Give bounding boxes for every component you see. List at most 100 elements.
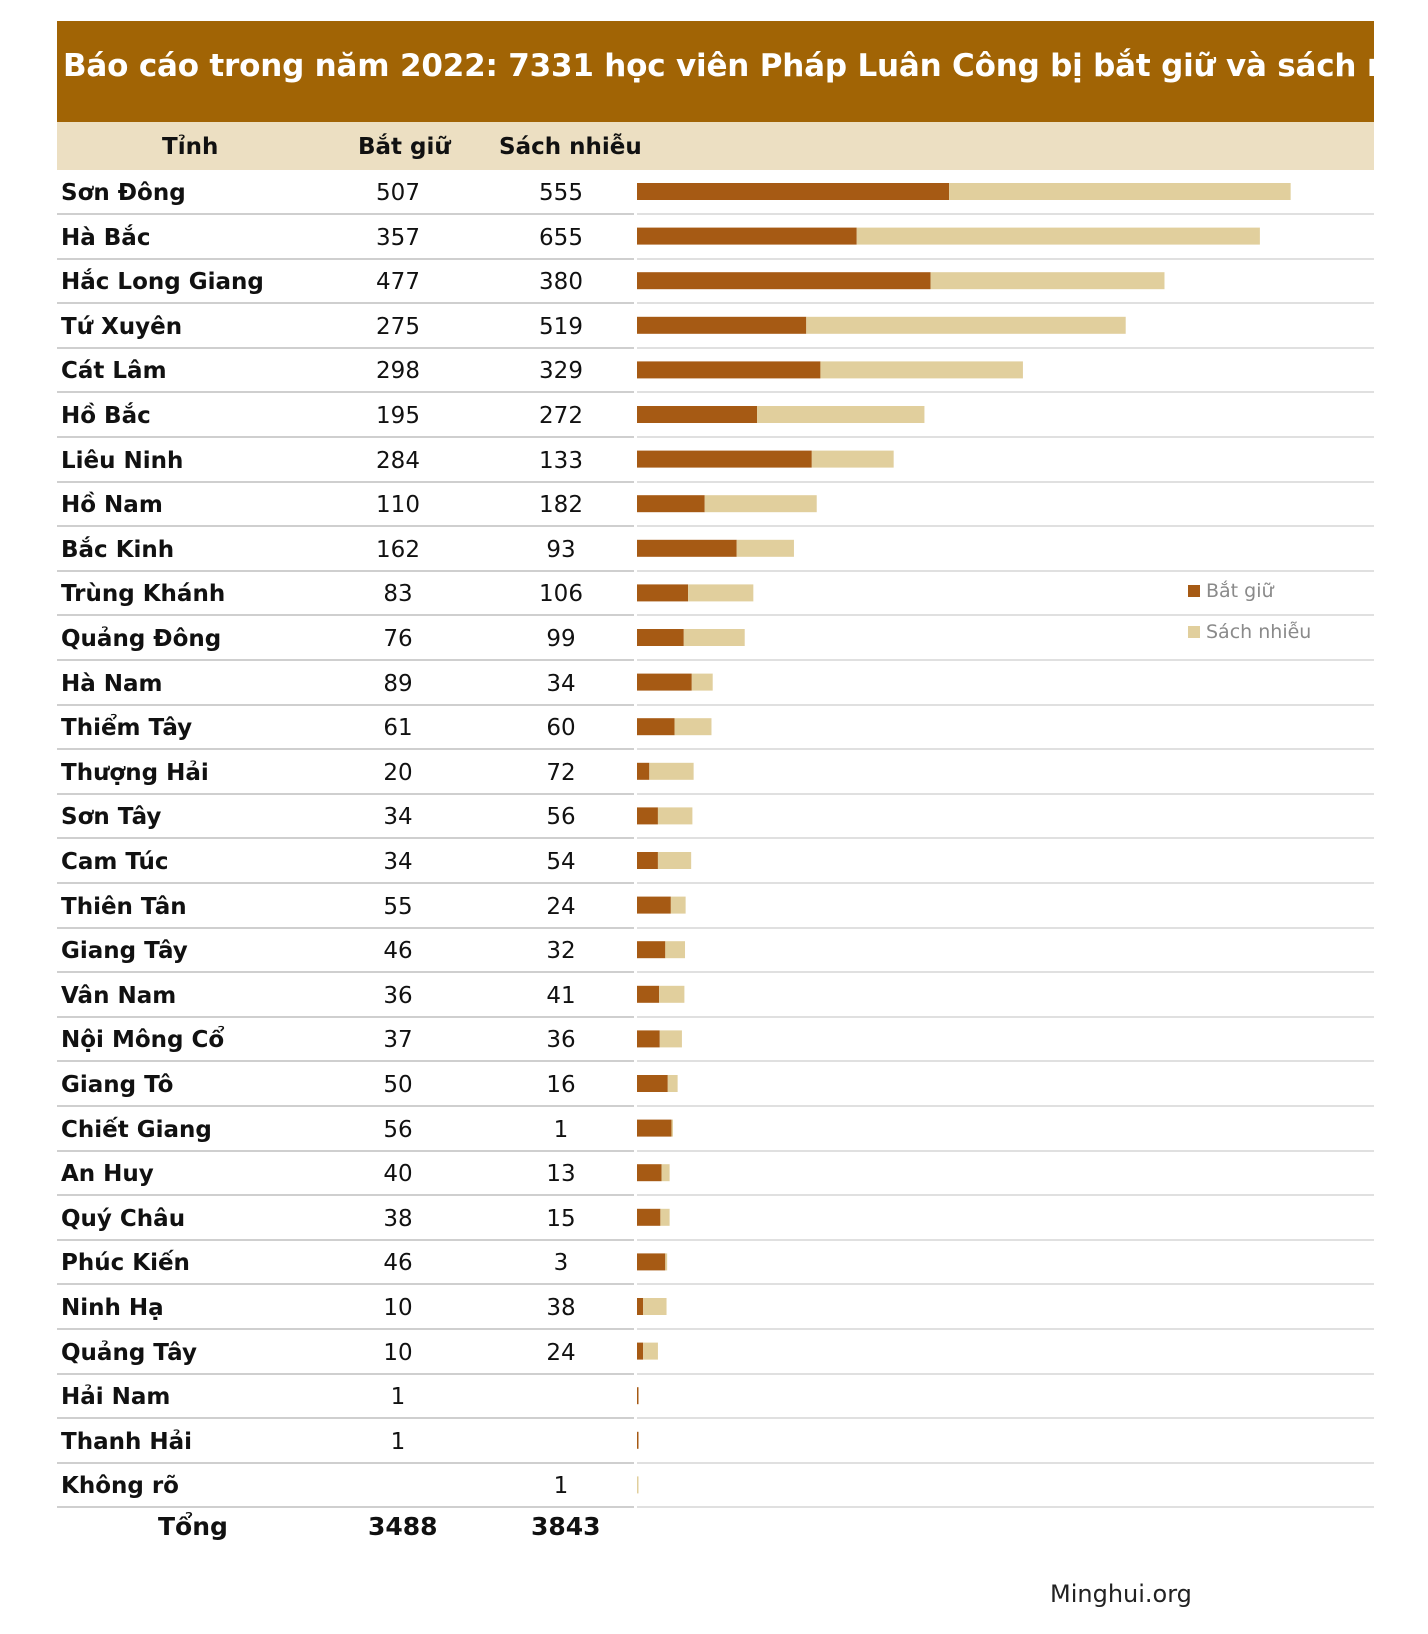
row-harassed: 655 [539, 224, 583, 251]
row-divider [57, 659, 634, 661]
bar-harassed [665, 1253, 668, 1271]
chart-row-divider [637, 257, 1374, 260]
legend-arrested-swatch [1188, 585, 1200, 597]
table-row: An Huy 40 13 [0, 1151, 1428, 1197]
table-row: Chiết Giang 56 1 [0, 1107, 1428, 1152]
row-arrested: 61 [383, 715, 413, 742]
row-harassed: 106 [539, 581, 583, 608]
row-arrested: 477 [376, 269, 420, 296]
row-divider [57, 1060, 634, 1063]
row-arrested: 10 [383, 1339, 413, 1366]
bar-harassed [657, 807, 693, 825]
row-province: Chiết Giang [61, 1116, 212, 1143]
row-divider [57, 302, 634, 305]
bar-arrested [637, 807, 658, 825]
bar-harassed [671, 1119, 673, 1137]
legend-arrested: Bắt giữ [1188, 580, 1274, 602]
chart-row-divider [637, 1417, 1374, 1420]
chart-row-divider [637, 436, 1374, 438]
bar-arrested [637, 183, 950, 200]
row-province: Hồ Bắc [61, 403, 151, 429]
bar-arrested [637, 941, 666, 959]
row-province: Thiểm Tây [61, 715, 193, 742]
row-province: Tứ Xuyên [61, 313, 183, 340]
bar-harassed [657, 852, 692, 869]
table-header: Tỉnh Bắt giữ Sách nhiễu [57, 122, 1374, 170]
chart-row-divider [637, 659, 1374, 661]
bar-arrested [637, 629, 684, 646]
row-harassed: 41 [546, 982, 576, 1009]
row-harassed: 60 [546, 715, 576, 742]
row-arrested: 36 [383, 982, 413, 1009]
bar-arrested [637, 1253, 666, 1271]
table-row: Hà Nam 89 34 [0, 661, 1428, 706]
bar-harassed [659, 1030, 682, 1048]
row-arrested: 89 [383, 670, 413, 697]
bar-harassed [637, 1476, 639, 1494]
row-arrested: 34 [383, 849, 413, 875]
bar-arrested [637, 361, 821, 379]
row-arrested: 110 [376, 492, 420, 519]
row-divider [57, 569, 634, 572]
row-harassed: 34 [546, 670, 576, 697]
bar-arrested [637, 272, 931, 290]
row-divider [57, 213, 634, 215]
row-harassed: 519 [539, 313, 583, 340]
table-row: Thanh Hải 1 [0, 1419, 1428, 1464]
row-divider [57, 1506, 634, 1509]
row-divider [57, 257, 634, 260]
table-row: Thượng Hải 20 72 [0, 750, 1428, 795]
header-province: Tỉnh [162, 134, 219, 160]
row-harassed: 93 [546, 536, 576, 563]
bar-harassed [704, 495, 817, 513]
bar-arrested [637, 1431, 639, 1449]
bar-arrested [637, 495, 705, 513]
row-province: Thượng Hải [61, 759, 209, 786]
chart-row-divider [637, 1105, 1374, 1107]
row-arrested: 507 [376, 180, 420, 206]
bar-arrested [637, 1342, 644, 1360]
row-arrested: 357 [376, 224, 420, 251]
bar-harassed [643, 1298, 667, 1315]
row-province: Hà Nam [61, 670, 163, 697]
bar-arrested [637, 985, 660, 1003]
row-divider [57, 1372, 634, 1375]
row-divider [57, 926, 634, 929]
bar-harassed [649, 762, 694, 780]
bar-harassed [660, 1208, 670, 1226]
total-arrested: 3488 [368, 1512, 438, 1541]
bar-arrested [637, 1119, 672, 1137]
bar-arrested [637, 539, 737, 557]
row-harassed: 56 [546, 804, 576, 831]
row-harassed: 15 [546, 1205, 576, 1232]
row-divider [57, 837, 634, 840]
row-arrested: 1 [390, 1428, 406, 1455]
bar-arrested [637, 718, 675, 736]
row-arrested: 46 [383, 938, 413, 965]
row-harassed: 1 [553, 1473, 569, 1500]
bar-harassed [683, 629, 745, 646]
row-arrested: 37 [383, 1027, 413, 1054]
chart-row-divider [637, 748, 1374, 751]
chart-row-divider [637, 971, 1374, 974]
table-row: Hà Bắc 357 655 [0, 215, 1428, 260]
chart-row-divider [637, 525, 1374, 528]
chart-row-divider [637, 1461, 1374, 1464]
chart-row-divider [637, 1238, 1374, 1241]
bar-arrested [637, 762, 650, 780]
row-divider [57, 1149, 634, 1152]
row-province: Phúc Kiến [61, 1250, 190, 1277]
row-province: Cát Lâm [61, 358, 167, 385]
legend-harassed-label: Sách nhiễu [1206, 621, 1312, 643]
row-arrested: 34 [383, 804, 413, 831]
row-province: Thiên Tân [61, 893, 187, 920]
row-divider [57, 1015, 634, 1018]
row-divider [57, 971, 634, 974]
row-divider [57, 1461, 634, 1464]
row-arrested: 46 [383, 1250, 413, 1277]
row-harassed: 24 [546, 893, 576, 920]
table-row: Sơn Đông 507 555 [0, 170, 1428, 215]
chart-row-divider [637, 346, 1374, 349]
row-harassed: 1 [553, 1116, 569, 1143]
chart-row-divider [637, 1506, 1374, 1509]
